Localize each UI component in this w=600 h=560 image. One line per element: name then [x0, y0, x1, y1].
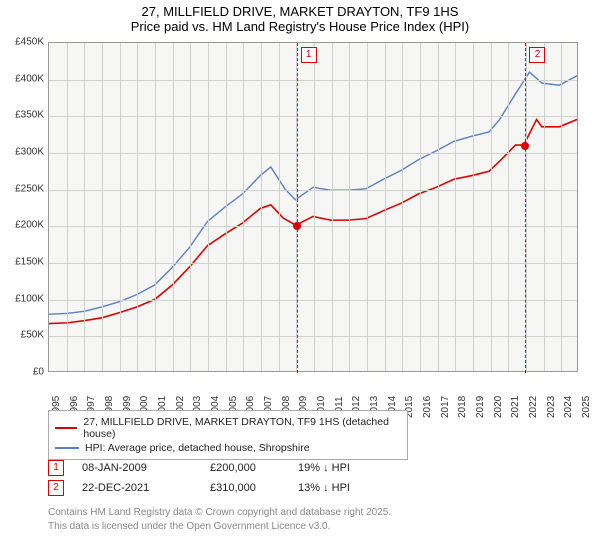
v-gridline — [544, 43, 545, 371]
legend-swatch-hpi — [55, 447, 79, 449]
y-tick-label: £400K — [15, 73, 44, 84]
v-gridline — [402, 43, 403, 371]
v-gridline — [420, 43, 421, 371]
event-row: 2 22-DEC-2021 £310,000 13% ↓ HPI — [48, 478, 578, 498]
v-gridline — [314, 43, 315, 371]
event-number-box: 1 — [48, 460, 64, 476]
x-tick-label: 2022 — [528, 396, 539, 418]
v-gridline — [155, 43, 156, 371]
x-tick-label: 2023 — [546, 396, 557, 418]
x-tick-label: 2024 — [563, 396, 574, 418]
y-tick-label: £200K — [15, 220, 44, 231]
legend-row-property: 27, MILLFIELD DRIVE, MARKET DRAYTON, TF9… — [55, 415, 401, 441]
v-gridline — [84, 43, 85, 371]
event-number-box: 2 — [48, 480, 64, 496]
attribution: Contains HM Land Registry data © Crown c… — [48, 506, 578, 533]
h-gridline — [49, 116, 577, 117]
v-gridline — [349, 43, 350, 371]
footer-line2: This data is licensed under the Open Gov… — [48, 520, 578, 534]
x-tick-label: 2025 — [581, 396, 592, 418]
h-gridline — [49, 263, 577, 264]
legend-swatch-property — [55, 427, 77, 429]
v-gridline — [208, 43, 209, 371]
footer-line1: Contains HM Land Registry data © Crown c… — [48, 506, 578, 520]
event-date: 08-JAN-2009 — [82, 462, 192, 474]
h-gridline — [49, 300, 577, 301]
event-marker-dot — [521, 142, 529, 150]
x-tick-label: 2017 — [440, 396, 451, 418]
y-tick-label: £150K — [15, 257, 44, 268]
v-gridline — [385, 43, 386, 371]
legend-label-hpi: HPI: Average price, detached house, Shro… — [85, 442, 310, 454]
x-tick-label: 2020 — [493, 396, 504, 418]
event-price: £200,000 — [210, 462, 280, 474]
event-pct: 19% ↓ HPI — [298, 462, 388, 474]
event-marker-box: 1 — [301, 47, 317, 63]
v-gridline — [279, 43, 280, 371]
event-marker-line — [525, 43, 526, 373]
event-pct: 13% ↓ HPI — [298, 482, 388, 494]
legend: 27, MILLFIELD DRIVE, MARKET DRAYTON, TF9… — [48, 410, 408, 460]
v-gridline — [508, 43, 509, 371]
event-marker-box: 2 — [529, 47, 545, 63]
chart-svg — [49, 43, 577, 371]
v-gridline — [367, 43, 368, 371]
v-gridline — [473, 43, 474, 371]
v-gridline — [137, 43, 138, 371]
y-tick-label: £0 — [33, 367, 44, 378]
series-hpi — [49, 72, 577, 314]
v-gridline — [67, 43, 68, 371]
h-gridline — [49, 80, 577, 81]
v-gridline — [438, 43, 439, 371]
y-tick-label: £300K — [15, 147, 44, 158]
x-tick-label: 2018 — [457, 396, 468, 418]
h-gridline — [49, 336, 577, 337]
chart-container: 27, MILLFIELD DRIVE, MARKET DRAYTON, TF9… — [0, 0, 600, 560]
x-tick-label: 2016 — [422, 396, 433, 418]
h-gridline — [49, 153, 577, 154]
event-price: £310,000 — [210, 482, 280, 494]
y-tick-label: £450K — [15, 37, 44, 48]
v-gridline — [243, 43, 244, 371]
v-gridline — [102, 43, 103, 371]
series-property — [49, 120, 577, 324]
events-table: 1 08-JAN-2009 £200,000 19% ↓ HPI 2 22-DEC-202… — [48, 458, 578, 498]
title-subtitle: Price paid vs. HM Land Registry's House … — [0, 19, 600, 38]
plot-area: 12 — [48, 42, 578, 372]
x-tick-label: 2021 — [510, 396, 521, 418]
v-gridline — [226, 43, 227, 371]
y-tick-label: £350K — [15, 110, 44, 121]
x-axis: 1995199619971998199920002001200220032004… — [48, 376, 578, 406]
legend-label-property: 27, MILLFIELD DRIVE, MARKET DRAYTON, TF9… — [83, 416, 401, 440]
v-gridline — [491, 43, 492, 371]
v-gridline — [261, 43, 262, 371]
h-gridline — [49, 190, 577, 191]
v-gridline — [455, 43, 456, 371]
v-gridline — [332, 43, 333, 371]
legend-row-hpi: HPI: Average price, detached house, Shro… — [55, 441, 401, 455]
y-tick-label: £250K — [15, 183, 44, 194]
v-gridline — [120, 43, 121, 371]
h-gridline — [49, 226, 577, 227]
v-gridline — [173, 43, 174, 371]
event-row: 1 08-JAN-2009 £200,000 19% ↓ HPI — [48, 458, 578, 478]
event-marker-line — [297, 43, 298, 373]
title-address: 27, MILLFIELD DRIVE, MARKET DRAYTON, TF9… — [0, 4, 600, 19]
v-gridline — [190, 43, 191, 371]
y-tick-label: £50K — [21, 330, 44, 341]
title-block: 27, MILLFIELD DRIVE, MARKET DRAYTON, TF9… — [0, 0, 600, 38]
v-gridline — [561, 43, 562, 371]
y-tick-label: £100K — [15, 293, 44, 304]
event-date: 22-DEC-2021 — [82, 482, 192, 494]
y-axis: £0£50K£100K£150K£200K£250K£300K£350K£400… — [2, 42, 46, 372]
x-tick-label: 2019 — [475, 396, 486, 418]
event-marker-dot — [293, 222, 301, 230]
